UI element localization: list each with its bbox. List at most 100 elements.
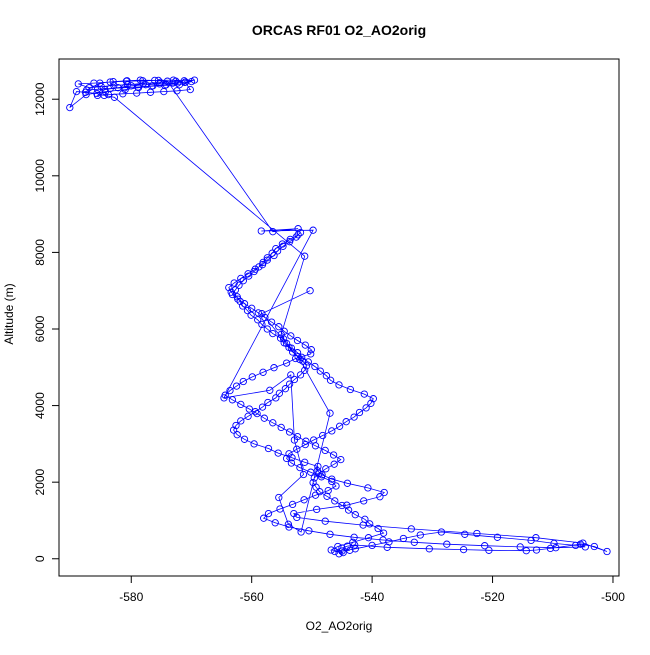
data-point — [546, 544, 555, 553]
data-point — [360, 390, 368, 398]
data-point — [247, 311, 255, 319]
data-point — [82, 90, 90, 99]
data-point — [485, 546, 493, 554]
data-point — [355, 408, 364, 417]
data-point — [287, 371, 295, 379]
data-point — [297, 528, 305, 536]
data-point — [233, 431, 241, 439]
data-point — [264, 398, 272, 407]
data-point — [425, 545, 433, 553]
data-point — [301, 458, 309, 466]
data-point — [286, 235, 294, 244]
data-point — [288, 500, 297, 509]
data-point — [380, 488, 388, 497]
data-point — [296, 371, 305, 379]
data-point — [493, 533, 502, 541]
data-point — [239, 302, 247, 310]
data-point — [250, 267, 258, 276]
data-point — [74, 80, 82, 88]
data-point — [522, 547, 530, 555]
data-point — [175, 81, 184, 89]
data-point — [331, 497, 339, 505]
data-point — [235, 281, 243, 289]
data-point — [239, 277, 247, 285]
data-point — [361, 515, 369, 523]
data-point — [163, 77, 172, 85]
data-point — [187, 77, 196, 86]
data-point — [281, 385, 290, 393]
data-point — [349, 538, 357, 546]
y-tick-label: 12000 — [33, 82, 47, 116]
data-point — [278, 240, 287, 248]
data-point — [322, 372, 331, 380]
data-point — [287, 459, 296, 467]
data-point — [232, 382, 241, 390]
data-point — [328, 427, 336, 435]
data-point — [134, 84, 143, 92]
data-point — [277, 423, 285, 432]
data-point — [334, 542, 342, 551]
data-point — [266, 386, 274, 394]
data-point — [275, 389, 284, 397]
data-point — [296, 355, 304, 364]
data-point — [258, 403, 267, 411]
data-point — [346, 385, 355, 394]
data-point — [134, 83, 142, 91]
data-point — [270, 364, 278, 372]
data-point — [268, 249, 276, 257]
data-point — [228, 290, 237, 299]
data-point — [338, 501, 346, 510]
data-point — [277, 330, 285, 339]
x-axis-label: O2_AO2orig — [306, 619, 373, 633]
data-point — [368, 541, 376, 550]
data-point — [155, 80, 164, 88]
data-point — [290, 509, 298, 518]
data-point — [237, 417, 245, 425]
data-point — [374, 524, 382, 533]
data-point — [379, 529, 388, 537]
data-point — [376, 493, 384, 501]
data-point — [328, 477, 336, 486]
data-point — [96, 79, 104, 87]
data-point — [110, 93, 119, 101]
data-point — [307, 350, 315, 358]
data-point — [329, 451, 338, 459]
data-point — [258, 320, 266, 329]
chart-title: ORCAS RF01 O2_AO2orig — [252, 22, 426, 38]
data-point — [109, 77, 117, 86]
data-point — [313, 505, 321, 514]
data-point — [301, 341, 309, 349]
data-point — [269, 329, 277, 338]
data-point — [300, 496, 308, 504]
data-point — [101, 85, 109, 94]
data-point — [362, 404, 370, 412]
data-point — [258, 310, 266, 318]
data-point — [260, 514, 268, 522]
data-point — [272, 244, 280, 253]
data-point — [335, 422, 344, 430]
data-point — [229, 426, 238, 434]
data-point — [299, 470, 308, 479]
data-point — [93, 85, 102, 93]
data-point — [416, 531, 424, 539]
data-point — [350, 533, 358, 541]
data-point — [481, 542, 489, 550]
data-point — [282, 454, 291, 463]
data-point — [290, 436, 299, 444]
data-point — [264, 509, 273, 518]
x-tick-label: -560 — [240, 590, 264, 604]
x-tick-label: -580 — [119, 590, 143, 604]
data-point — [579, 539, 587, 547]
data-point — [259, 368, 267, 376]
data-point — [550, 539, 558, 548]
data-point — [83, 86, 91, 94]
data-point — [339, 548, 347, 557]
data-point — [459, 545, 468, 554]
data-point — [360, 497, 368, 505]
x-tick-label: -540 — [360, 590, 384, 604]
data-point — [351, 545, 359, 553]
data-point — [323, 492, 331, 500]
y-tick-label: 10000 — [33, 159, 47, 193]
data-point — [285, 380, 294, 388]
data-point — [293, 445, 301, 453]
